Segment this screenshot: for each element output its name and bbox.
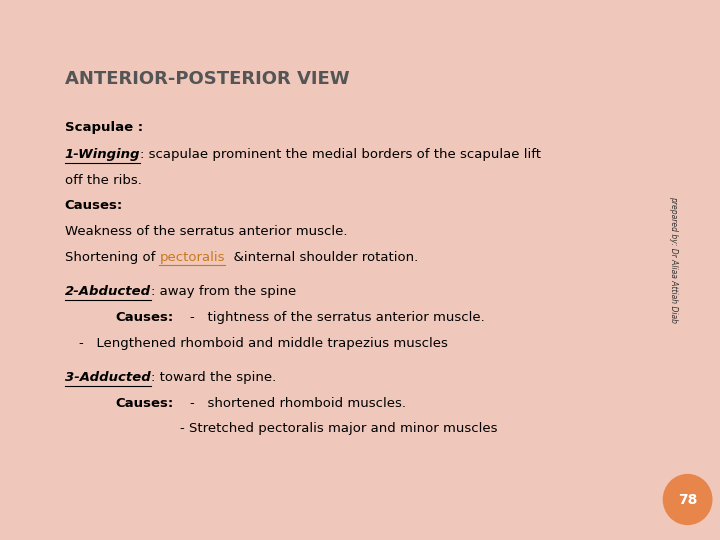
Text: : toward the spine.: : toward the spine. <box>150 371 276 384</box>
Text: prepared by: Dr Aliaa Attiah Diab: prepared by: Dr Aliaa Attiah Diab <box>669 195 678 323</box>
Text: Scapulae :: Scapulae : <box>65 122 143 134</box>
Text: Shortening of: Shortening of <box>65 251 159 264</box>
Text: 3-Adducted: 3-Adducted <box>65 371 150 384</box>
Text: : away from the spine: : away from the spine <box>151 285 296 298</box>
Text: Causes:: Causes: <box>115 397 174 410</box>
Text: 2-Abducted: 2-Abducted <box>65 285 151 298</box>
Text: Causes:: Causes: <box>115 311 174 324</box>
Text: Weakness of the serratus anterior muscle.: Weakness of the serratus anterior muscle… <box>65 225 347 238</box>
Text: -   Lengthened rhomboid and middle trapezius muscles: - Lengthened rhomboid and middle trapezi… <box>79 336 448 350</box>
Text: : scapulae prominent the medial borders of the scapulae lift: : scapulae prominent the medial borders … <box>140 148 541 161</box>
Text: -   shortened rhomboid muscles.: - shortened rhomboid muscles. <box>174 397 407 410</box>
Circle shape <box>663 475 712 524</box>
Text: 1-Winging: 1-Winging <box>65 148 140 161</box>
Text: 78: 78 <box>678 492 697 507</box>
Text: -   tightness of the serratus anterior muscle.: - tightness of the serratus anterior mus… <box>174 311 485 324</box>
Text: - Stretched pectoralis major and minor muscles: - Stretched pectoralis major and minor m… <box>180 422 498 435</box>
Text: &internal shoulder rotation.: &internal shoulder rotation. <box>225 251 418 264</box>
Text: pectoralis: pectoralis <box>159 251 225 264</box>
Text: Causes:: Causes: <box>65 199 123 212</box>
Text: off the ribs.: off the ribs. <box>65 174 142 187</box>
Text: ANTERIOR-POSTERIOR VIEW: ANTERIOR-POSTERIOR VIEW <box>65 70 349 88</box>
